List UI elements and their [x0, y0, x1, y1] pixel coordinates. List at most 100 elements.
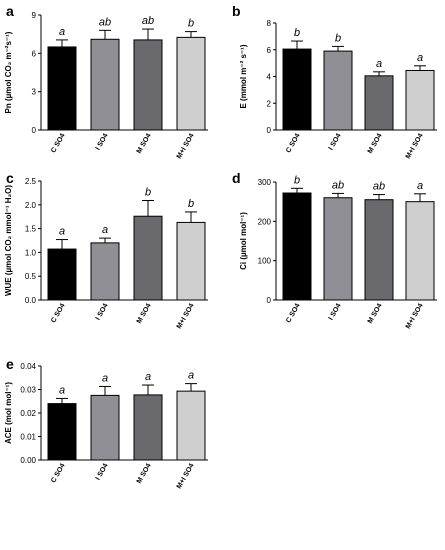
category-label: M SO4 [136, 302, 153, 324]
category-label: C SO4 [285, 132, 302, 154]
y-tick-label: 0.0 [25, 296, 37, 305]
category-label: M+I SO4 [176, 462, 196, 490]
bar [405, 201, 435, 301]
bar [176, 390, 206, 461]
y-tick-label: 0.01 [20, 433, 36, 442]
bar [282, 48, 312, 131]
y-tick-label: 8 [267, 19, 272, 28]
category-label: C SO4 [50, 462, 67, 484]
significance-label: a [417, 52, 423, 64]
y-tick-label: 1.0 [25, 248, 37, 257]
category-label: M SO4 [136, 132, 153, 154]
y-axis-label: Ci (µmol mol⁻¹) [239, 212, 248, 270]
bar [364, 199, 394, 301]
category-label: I SO4 [95, 462, 110, 481]
category-label: M+I SO4 [176, 132, 196, 160]
significance-label: a [102, 224, 108, 236]
panel-a: a 0 3 6 9 Pn (µmol CO₂ m⁻²s⁻¹) a C SO4 ab I SO4 ab… [4, 3, 208, 160]
y-axis-label: E (mmol m⁻² s⁻¹) [239, 44, 248, 108]
significance-label: b [188, 18, 194, 30]
y-tick-label: 0.02 [20, 409, 36, 418]
y-tick-label: 0 [267, 296, 272, 305]
category-label: C SO4 [285, 302, 302, 324]
bar [364, 75, 394, 131]
significance-label: a [59, 384, 65, 396]
bar [90, 242, 120, 301]
category-label: M SO4 [367, 132, 384, 154]
category-label: I SO4 [95, 132, 110, 151]
category-label: M SO4 [136, 462, 153, 484]
y-tick-label: 200 [258, 217, 272, 226]
y-tick-label: 2.5 [25, 177, 37, 186]
y-tick-label: 1.5 [25, 225, 37, 234]
y-tick-label: 0.00 [20, 456, 36, 465]
category-label: I SO4 [328, 302, 343, 321]
significance-label: a [59, 26, 65, 38]
significance-label: ab [373, 181, 385, 193]
category-label: C SO4 [50, 132, 67, 154]
y-tick-label: 100 [258, 257, 272, 266]
y-tick-label: 6 [32, 49, 37, 58]
category-label: C SO4 [50, 302, 67, 324]
category-label: M+I SO4 [405, 132, 425, 160]
bar [323, 197, 353, 301]
bar [323, 50, 353, 131]
bar [47, 46, 77, 131]
category-label: M+I SO4 [405, 302, 425, 330]
category-label: M SO4 [367, 302, 384, 324]
y-tick-label: 2 [267, 99, 272, 108]
category-label: M+I SO4 [176, 302, 196, 330]
bar [405, 69, 435, 131]
bar [90, 394, 120, 461]
significance-label: a [417, 180, 423, 192]
y-tick-label: 9 [32, 11, 37, 20]
bar [90, 38, 120, 131]
y-tick-label: 3 [32, 88, 37, 97]
panel-d: d 0 100 200 300 Ci (µmol mol⁻¹) b C SO4 ab I SO4 a… [232, 170, 437, 330]
bar [133, 39, 163, 131]
bar [47, 248, 77, 301]
panel-letter: e [6, 356, 14, 372]
significance-label: b [145, 187, 151, 199]
panel-c: c 0.0 0.5 1.0 1.5 2.0 2.5 WUE (µmol CO₂ mmol⁻¹ … [4, 170, 208, 330]
bar [133, 215, 163, 301]
bar [282, 192, 312, 301]
y-axis-label: WUE (µmol CO₂ mmol⁻¹ H₂O) [4, 185, 13, 296]
panel-b: b 0 2 4 6 8 E (mmol m⁻² s⁻¹) b C SO4 b I SO4 a M SO4… [232, 3, 437, 160]
significance-label: a [376, 58, 382, 70]
significance-label: a [59, 226, 65, 238]
y-tick-label: 0.5 [25, 272, 37, 281]
significance-label: a [145, 371, 151, 383]
y-axis-label: ACE (mol mol⁻¹) [4, 382, 13, 444]
significance-label: b [188, 198, 194, 210]
y-axis-label: Pn (µmol CO₂ m⁻²s⁻¹) [4, 31, 13, 113]
y-tick-label: 4 [267, 73, 272, 82]
significance-label: b [294, 27, 300, 39]
panel-letter: a [6, 3, 14, 19]
y-tick-label: 0 [32, 126, 37, 135]
category-label: I SO4 [328, 132, 343, 151]
panel-letter: d [232, 170, 241, 186]
panel-e: e 0.00 0.01 0.02 0.03 0.04 ACE (mol mol⁻¹) a C S… [4, 356, 208, 490]
y-tick-label: 2.0 [25, 201, 37, 210]
y-tick-label: 6 [267, 46, 272, 55]
panel-letter: c [6, 170, 14, 186]
significance-label: ab [99, 16, 111, 28]
significance-label: ab [332, 179, 344, 191]
significance-label: a [188, 370, 194, 382]
bar [176, 36, 206, 131]
y-tick-label: 0.04 [20, 362, 36, 371]
y-tick-label: 0.03 [20, 386, 36, 395]
y-tick-label: 300 [258, 178, 272, 187]
significance-label: b [294, 174, 300, 186]
significance-label: a [102, 372, 108, 384]
bar [133, 394, 163, 461]
y-tick-label: 0 [267, 126, 272, 135]
bar [47, 403, 77, 461]
category-label: I SO4 [95, 302, 110, 321]
significance-label: ab [142, 15, 154, 27]
bar [176, 221, 206, 301]
panel-letter: b [232, 3, 241, 19]
significance-label: b [335, 32, 341, 44]
